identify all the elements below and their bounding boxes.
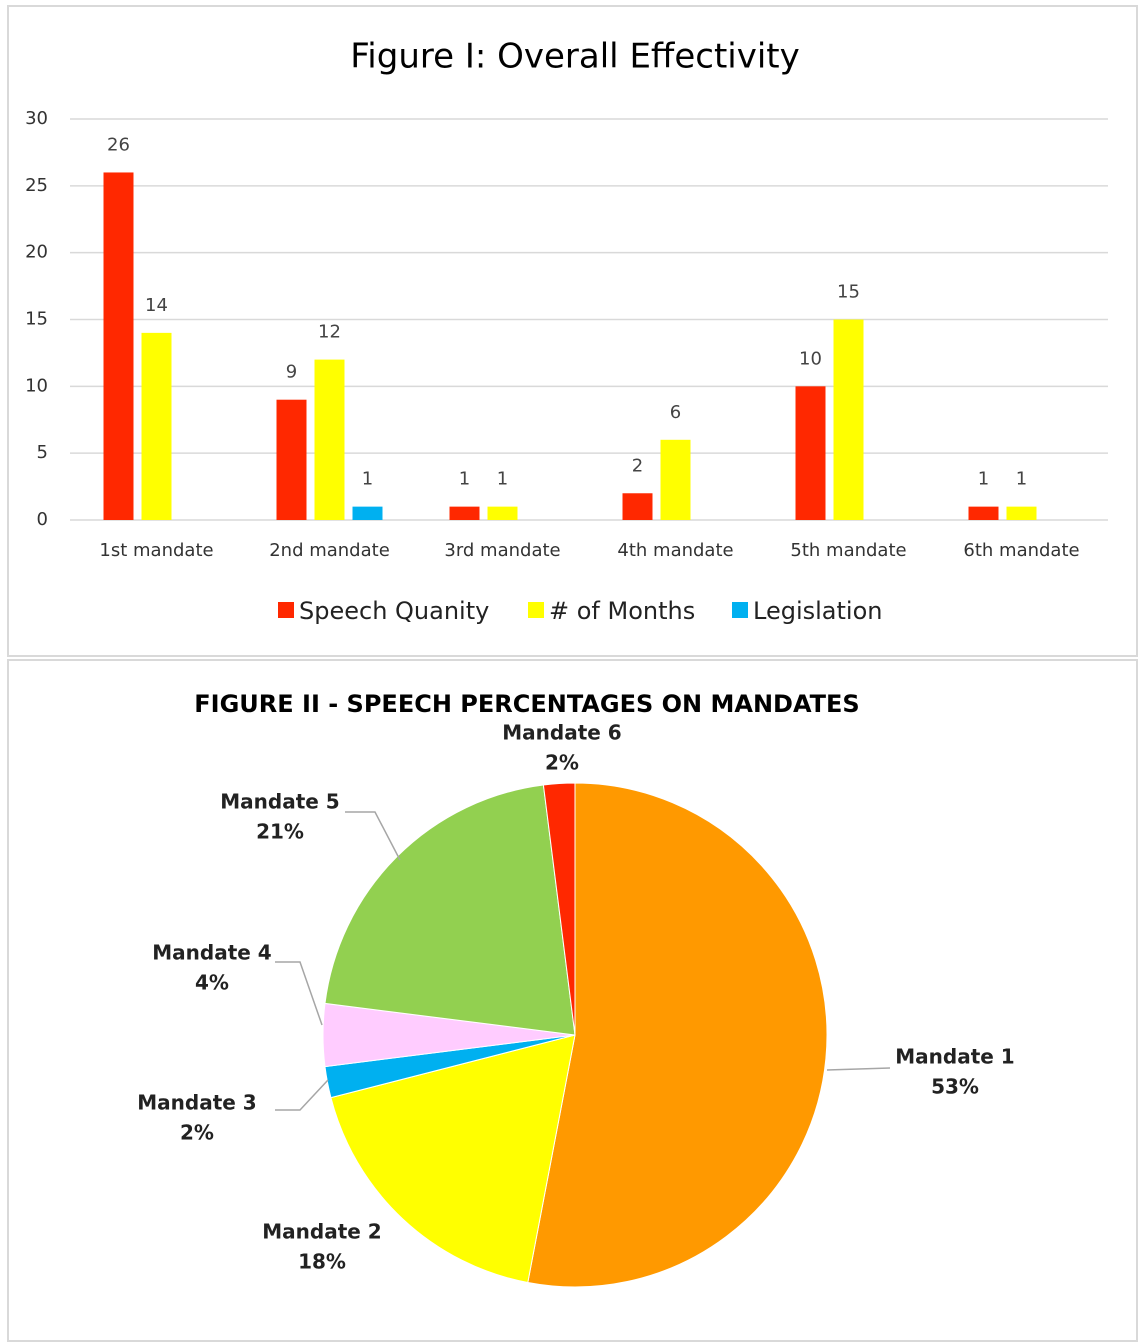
y-tick-label: 25 <box>25 175 48 196</box>
bar <box>141 332 172 520</box>
slice-label: Mandate 4 <box>152 941 271 965</box>
data-label: 10 <box>799 348 822 369</box>
data-label: 12 <box>318 322 341 343</box>
slice-label: Mandate 5 <box>220 790 339 814</box>
data-label: 1 <box>1016 469 1027 490</box>
legend-label: Legislation <box>753 597 882 625</box>
y-tick-label: 30 <box>25 108 48 129</box>
data-label: 9 <box>286 362 297 383</box>
bar <box>276 399 307 520</box>
slice-value: 2% <box>180 1121 214 1145</box>
x-tick-label: 3rd mandate <box>444 540 560 561</box>
leader-line <box>345 811 401 861</box>
data-label: 1 <box>497 469 508 490</box>
slice-value: 2% <box>545 751 579 775</box>
y-tick-label: 15 <box>25 309 48 330</box>
y-tick-label: 20 <box>25 242 48 263</box>
pie-slice <box>324 784 576 1036</box>
leader-line <box>275 1079 329 1111</box>
data-label: 1 <box>362 469 373 490</box>
bar <box>795 386 826 520</box>
y-tick-label: 0 <box>37 509 48 530</box>
leader-line <box>826 1067 891 1071</box>
bar <box>314 359 345 520</box>
legend-swatch <box>732 602 748 618</box>
pie-slice <box>542 782 576 1036</box>
bar <box>968 506 999 520</box>
data-label: 1 <box>459 469 470 490</box>
slice-value: 4% <box>195 971 229 995</box>
y-tick-label: 5 <box>37 442 48 463</box>
slice-label: Mandate 1 <box>895 1045 1014 1069</box>
data-label: 2 <box>632 455 643 476</box>
bar <box>352 506 383 520</box>
data-label: 14 <box>145 295 168 316</box>
data-label: 1 <box>978 469 989 490</box>
data-label: 26 <box>107 134 130 155</box>
slice-value: 21% <box>256 820 304 844</box>
pie-title: FIGURE II - SPEECH PERCENTAGES ON MANDAT… <box>194 690 859 718</box>
slice-label: Mandate 2 <box>262 1220 381 1244</box>
leader-line <box>275 961 323 1026</box>
x-tick-label: 4th mandate <box>617 540 733 561</box>
bar <box>660 439 691 520</box>
legend-label: Speech Quanity <box>299 597 489 625</box>
bar <box>1006 506 1037 520</box>
bar <box>622 493 653 520</box>
legend-swatch <box>278 602 294 618</box>
x-tick-label: 5th mandate <box>790 540 906 561</box>
x-tick-label: 6th mandate <box>963 540 1079 561</box>
slice-label: Mandate 3 <box>137 1091 256 1115</box>
bar-panel <box>7 5 1138 657</box>
slice-value: 53% <box>931 1075 979 1099</box>
bar <box>449 506 480 520</box>
slice-value: 18% <box>298 1250 346 1274</box>
data-label: 15 <box>837 282 860 303</box>
pie-slice <box>527 782 828 1288</box>
slice-label: Mandate 6 <box>502 721 621 745</box>
bar <box>833 319 864 520</box>
y-tick-label: 10 <box>25 375 48 396</box>
x-tick-label: 2nd mandate <box>269 540 390 561</box>
legend-swatch <box>528 602 544 618</box>
bar-title: Figure I: Overall Effectivity <box>350 37 800 77</box>
x-tick-label: 1st mandate <box>99 540 213 561</box>
legend-label: # of Months <box>549 597 695 625</box>
data-label: 6 <box>670 402 681 423</box>
pie-slice <box>330 1034 576 1284</box>
bar <box>487 506 518 520</box>
bar <box>103 172 134 520</box>
